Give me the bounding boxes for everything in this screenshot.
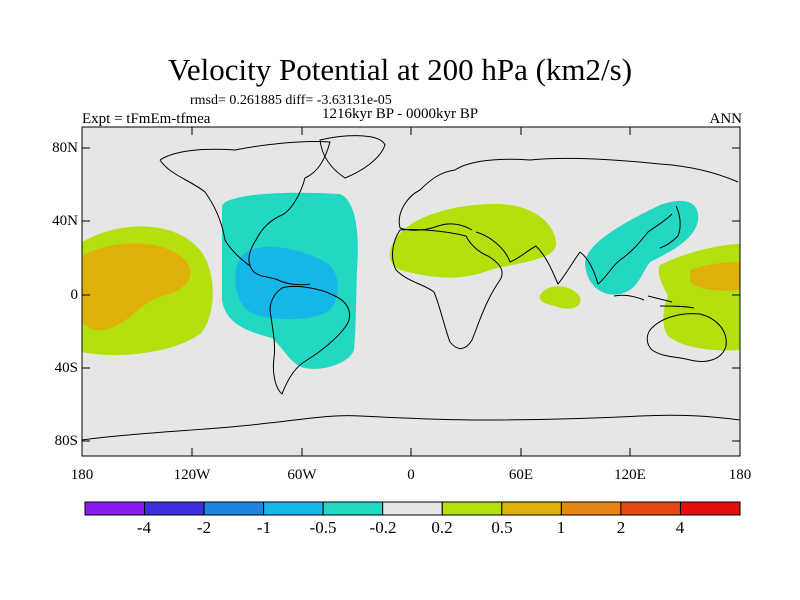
colorbar-swatch — [560, 501, 622, 516]
axis-ticks — [82, 127, 740, 456]
plot-title: Velocity Potential at 200 hPa (km2/s) — [167, 52, 633, 87]
colorbar-swatch — [620, 501, 681, 516]
colorbar-swatch — [263, 501, 324, 516]
colorbar-swatch — [322, 501, 384, 516]
lon-label-60w: 60W — [287, 467, 317, 483]
lat-label-40s: 40S — [54, 360, 78, 376]
lon-label-120w: 120W — [173, 467, 211, 483]
strong-positive-core-central-pacific — [82, 243, 191, 331]
colorbar-label: 2 — [616, 518, 626, 537]
lat-label-40n: 40N — [52, 213, 78, 229]
lon-label-180e: 180 — [728, 467, 752, 483]
lat-label-80s: 80S — [54, 433, 78, 449]
lon-label-120e: 120E — [614, 467, 646, 483]
colorbar-swatch — [382, 501, 443, 516]
negative-anomaly-east-asia — [585, 200, 699, 295]
lat-label-80n: 80N — [52, 140, 78, 156]
season-label: ANN — [709, 111, 743, 127]
stats-line: rmsd= 0.261885 diff= -3.63131e-05 — [190, 93, 392, 108]
colorbar-label: -4 — [136, 518, 152, 537]
experiment-label: Expt = tFmEm-tfmea — [82, 111, 211, 127]
colorbar-label: -2 — [196, 518, 212, 537]
coastlines — [82, 135, 740, 441]
lon-label-180w: 180 — [70, 467, 94, 483]
lat-label-eq: 0 — [70, 287, 79, 303]
colorbar-label: -0.2 — [369, 518, 397, 537]
positive-anomaly-africa-middle-east — [389, 203, 557, 278]
colorbar-swatch — [84, 501, 145, 516]
colorbar-swatch — [501, 501, 562, 516]
period-label: 1216kyr BP - 0000kyr BP — [322, 106, 479, 122]
colorbar-label: 4 — [675, 518, 685, 537]
colorbar-swatch — [441, 501, 503, 516]
colorbar-label: 0.2 — [431, 518, 453, 537]
positive-anomaly-indian-ocean — [539, 286, 581, 309]
lon-label-60e: 60E — [508, 467, 534, 483]
colorbar-swatch — [680, 501, 741, 516]
colorbar-label: 0.5 — [491, 518, 513, 537]
colorbar-label: -0.5 — [309, 518, 337, 537]
strong-positive-core-west-pacific — [690, 262, 740, 291]
colorbar-swatch — [203, 501, 265, 516]
colorbar-label: -1 — [256, 518, 272, 537]
colorbar — [84, 501, 741, 516]
colorbar-label: 1 — [556, 518, 566, 537]
lon-label-0: 0 — [407, 467, 415, 483]
colorbar-swatch — [144, 501, 205, 516]
